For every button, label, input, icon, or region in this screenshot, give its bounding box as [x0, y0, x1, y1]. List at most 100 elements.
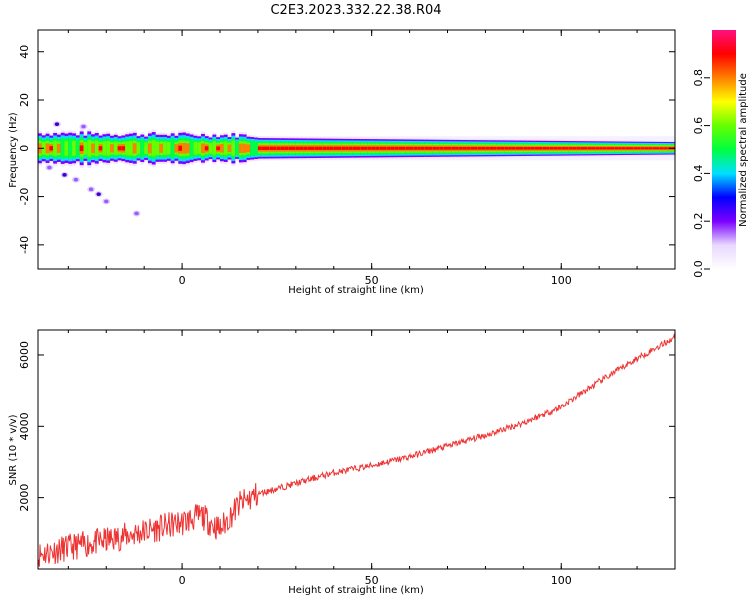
- ridge-segment: [557, 147, 562, 150]
- ridge-segment: [648, 147, 653, 150]
- ridge-segment: [379, 146, 384, 150]
- y-tick-label: 4000: [18, 412, 31, 440]
- ridge-segment: [580, 147, 585, 150]
- energy-blob: [96, 192, 101, 196]
- ridge-segment: [356, 146, 361, 150]
- spectral-ridge: [38, 128, 675, 168]
- ridge-segment: [644, 147, 649, 150]
- ridge-segment: [45, 143, 50, 154]
- ridge-segment: [121, 146, 126, 151]
- ridge-segment: [568, 147, 573, 150]
- ridge-segment: [273, 146, 278, 150]
- ridge-segment: [147, 143, 152, 154]
- ridge-segment: [201, 143, 206, 154]
- ridge-segment: [663, 147, 668, 150]
- ridge-segment: [155, 141, 160, 156]
- ridge-segment: [68, 137, 73, 159]
- ridge-segment: [515, 146, 520, 150]
- ridge-segment: [117, 146, 122, 151]
- energy-blob: [88, 187, 94, 192]
- ridge-segment: [489, 146, 494, 150]
- snr-panel: 0 50 100 2000 4000 6000 Height of straight l…: [8, 329, 676, 596]
- ridge-segment: [534, 147, 539, 150]
- ridge-segment: [288, 146, 293, 150]
- ridge-segment: [299, 146, 304, 150]
- ridge-segment: [576, 147, 581, 150]
- ridge-segment: [436, 146, 441, 150]
- ridge-segment: [292, 146, 297, 150]
- ridge-segment: [527, 147, 532, 150]
- ridge-segment: [204, 146, 209, 151]
- ridge-segment: [546, 147, 551, 150]
- energy-blob: [134, 211, 139, 216]
- ridge-segment: [242, 143, 247, 153]
- colorbar-tick-label: 0.2: [692, 212, 705, 230]
- ridge-segment: [250, 140, 255, 156]
- ridge-segment: [371, 146, 376, 150]
- ridge-segment: [174, 144, 179, 153]
- snr-y-label: SNR (10 * v/v): [8, 414, 19, 485]
- ridge-segment: [493, 146, 497, 150]
- ridge-segment: [94, 140, 99, 156]
- y-tick-label: 6000: [18, 341, 31, 369]
- colorbar-tick-label: 0.8: [692, 69, 705, 87]
- ridge-segment: [227, 144, 232, 153]
- ridge-segment: [602, 147, 607, 150]
- ridge-segment: [443, 146, 448, 150]
- ridge-segment: [113, 141, 118, 156]
- ridge-segment: [652, 147, 657, 150]
- ridge-segment: [504, 146, 509, 150]
- spectrogram-frame: [37, 29, 676, 270]
- ridge-segment: [500, 146, 505, 150]
- ridge-segment: [345, 146, 350, 150]
- ridge-segment: [280, 146, 285, 150]
- scattered-energy-blobs: [45, 121, 141, 217]
- ridge-segment: [424, 146, 429, 150]
- ridge-segment: [519, 147, 524, 150]
- ridge-segment: [132, 143, 137, 154]
- x-tick-label: 50: [365, 574, 379, 587]
- colorbar-tick-label: 0.6: [692, 117, 705, 135]
- ridge-segment: [621, 147, 626, 150]
- ridge-segment: [329, 146, 334, 150]
- ridge-segment: [276, 146, 281, 150]
- ridge-segment: [140, 139, 145, 158]
- ridge-segment: [307, 146, 312, 150]
- ridge-segment: [216, 146, 221, 151]
- ridge-segment: [530, 147, 535, 150]
- x-tick-label: 0: [179, 274, 186, 287]
- ridge-segment: [166, 142, 171, 155]
- ridge-segment: [599, 147, 604, 150]
- ridge-segment: [386, 146, 391, 150]
- ridge-segment: [553, 147, 558, 150]
- y-tick-label: 20: [18, 93, 31, 107]
- ridge-segment: [375, 146, 380, 150]
- ridge-segment: [402, 146, 406, 150]
- ridge-segment: [182, 143, 187, 154]
- ridge-segment: [364, 146, 369, 150]
- ridge-segment: [360, 146, 365, 150]
- ridge-segment: [447, 146, 452, 150]
- ridge-segment: [656, 147, 661, 150]
- ridge-segment: [223, 141, 228, 156]
- ridge-segment: [64, 140, 69, 156]
- ridge-segment: [318, 146, 323, 150]
- ridge-segment: [523, 147, 528, 150]
- figure-title: C2E3.2023.332.22.38.R04: [270, 3, 441, 18]
- ridge-segment: [314, 146, 319, 150]
- ridge-segment: [197, 142, 202, 155]
- x-tick-label: 100: [551, 274, 572, 287]
- ridge-segment: [640, 147, 645, 150]
- ridge-segment: [538, 147, 543, 150]
- ridge-segment: [265, 146, 270, 150]
- colorbar-tick-label: 0.4: [692, 165, 705, 183]
- ridge-segment: [185, 143, 190, 154]
- ridge-segment: [659, 147, 664, 150]
- ridge-segment: [618, 147, 623, 150]
- ridge-segment: [322, 146, 327, 150]
- ridge-segment: [549, 147, 554, 150]
- ridge-segment: [311, 146, 315, 150]
- ridge-segment: [432, 146, 437, 150]
- x-tick-label: 0: [179, 574, 186, 587]
